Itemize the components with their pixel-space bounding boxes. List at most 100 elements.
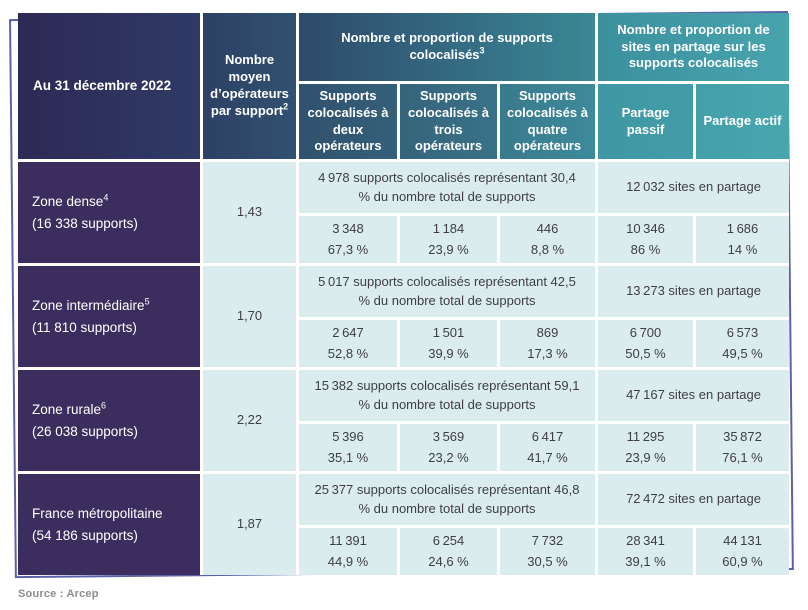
table-cell: 446 8,8 %: [500, 216, 595, 263]
zone-name: Zone intermédiaire5: [32, 296, 150, 313]
group-header-shared-sites: Nombre et proportion de sites en partage…: [598, 13, 789, 81]
table-cell: 44 131 60,9 %: [696, 528, 789, 575]
zone-name: France métropolitaine: [32, 505, 163, 521]
row-header-zone-rurale: Zone rurale6 (26 038 supports): [18, 370, 200, 471]
table-cell: 28 341 39,1 %: [598, 528, 693, 575]
cell-count: 3 348: [332, 221, 364, 237]
table-cell: 10 346 86 %: [598, 216, 693, 263]
cell-percent: 23,9 %: [428, 241, 469, 257]
footnote-ref-3: 3: [479, 45, 485, 56]
cell-count: 2 647: [332, 325, 364, 341]
cell-percent: 14 %: [727, 241, 758, 257]
group-shared-label: Nombre et proportion de sites en partage…: [617, 21, 770, 71]
table-cell: 869 17,3 %: [500, 320, 595, 367]
avg-operators-value: 1,70: [203, 266, 296, 367]
colocated-summary: 25 377 supports colocalisés représentant…: [299, 474, 595, 525]
table-cell: 1 686 14 %: [696, 216, 789, 263]
cell-percent: 50,5 %: [625, 345, 666, 361]
cell-percent: 44,9 %: [327, 553, 369, 569]
col-header-three-operators: Supports colocalisés à trois opérateurs: [400, 84, 497, 159]
cell-percent: 17,3 %: [527, 345, 568, 361]
cell-count: 3 569: [432, 429, 465, 445]
shared-sites-summary: 72 472 sites en partage: [598, 474, 789, 525]
cell-percent: 23,2 %: [428, 449, 469, 465]
cell-percent: 67,3 %: [327, 241, 369, 257]
shared-sites-summary: 12 032 sites en partage: [598, 162, 789, 213]
cell-percent: 8,8 %: [530, 241, 565, 257]
cell-count: 1 686: [726, 221, 759, 237]
cell-count: 6 417: [531, 429, 564, 445]
col-header-active-sharing: Partage actif: [696, 84, 789, 159]
cell-count: 869: [536, 325, 559, 341]
cell-count: 11 295: [626, 429, 665, 445]
cell-count: 1 184: [432, 221, 465, 237]
table-cell: 2 647 52,8 %: [299, 320, 397, 367]
avg-header-label: Nombre moyen d’opérateurs par support2: [210, 52, 289, 118]
table-cell: 3 569 23,2 %: [400, 424, 497, 471]
avg-operators-value: 2,22: [203, 370, 296, 471]
footnote-ref-2: 2: [283, 101, 289, 112]
cell-percent: 41,7 %: [527, 449, 568, 465]
cell-percent: 76,1 %: [722, 449, 763, 465]
cell-count: 446: [536, 221, 559, 237]
colocated-supports-table: Au 31 décembre 2022 Nombre moyen d’opéra…: [18, 13, 789, 575]
table-cell: 1 501 39,9 %: [400, 320, 497, 367]
row-header-france-metropolitaine: France métropolitaine (54 186 supports): [18, 474, 200, 575]
cell-percent: 35,1 %: [327, 449, 369, 465]
colocated-summary: 5 017 supports colocalisés représentant …: [299, 266, 595, 317]
zone-supports-count: (11 810 supports): [32, 319, 137, 335]
table-cell: 35 872 76,1 %: [696, 424, 789, 471]
cell-percent: 49,5 %: [722, 345, 763, 361]
table-cell: 3 348 67,3 %: [299, 216, 397, 263]
cell-count: 44 131: [723, 533, 762, 549]
source-note: Source : Arcep: [18, 588, 99, 600]
footnote-ref-4: 4: [103, 192, 109, 203]
col-header-passive-sharing: Partage passif: [598, 84, 693, 159]
col-header-avg-operators: Nombre moyen d’opérateurs par support2: [203, 13, 296, 159]
avg-operators-value: 1,43: [203, 162, 296, 263]
cell-count: 10 346: [626, 221, 665, 237]
cell-count: 28 341: [626, 533, 665, 549]
table-cell: 6 417 41,7 %: [500, 424, 595, 471]
cell-percent: 23,9 %: [625, 449, 666, 465]
cell-count: 6 700: [629, 325, 662, 341]
zone-supports-count: (16 338 supports): [32, 215, 138, 231]
table-cell: 11 295 23,9 %: [598, 424, 693, 471]
group-header-colocated-supports: Nombre et proportion de supports colocal…: [299, 13, 595, 81]
shared-sites-summary: 13 273 sites en partage: [598, 266, 789, 317]
col-header-four-operators: Supports colocalisés à quatre opérateurs: [500, 84, 595, 159]
cell-percent: 52,8 %: [327, 345, 369, 361]
cell-percent: 24,6 %: [428, 553, 469, 569]
table-cell: 6 573 49,5 %: [696, 320, 789, 367]
table-cell: 5 396 35,1 %: [299, 424, 397, 471]
colocated-summary: 15 382 supports colocalisés représentant…: [299, 370, 595, 421]
table-cell: 1 184 23,9 %: [400, 216, 497, 263]
zone-name: Zone rurale6: [32, 400, 107, 417]
cell-percent: 60,9 %: [722, 553, 763, 569]
zone-supports-count: (26 038 supports): [32, 423, 138, 439]
zone-supports-count: (54 186 supports): [32, 527, 138, 543]
table-cell: 6 700 50,5 %: [598, 320, 693, 367]
cell-percent: 30,5 %: [527, 553, 568, 569]
footnote-ref-6: 6: [101, 400, 107, 411]
shared-sites-summary: 47 167 sites en partage: [598, 370, 789, 421]
table-corner-header: Au 31 décembre 2022: [18, 13, 200, 159]
table-cell: 6 254 24,6 %: [400, 528, 497, 575]
corner-header-label: Au 31 décembre 2022: [33, 78, 172, 94]
row-header-zone-intermediaire: Zone intermédiaire5 (11 810 supports): [18, 266, 200, 367]
cell-percent: 39,9 %: [428, 345, 469, 361]
cell-percent: 86 %: [630, 241, 661, 257]
zone-name: Zone dense4: [32, 192, 109, 209]
cell-percent: 39,1 %: [625, 553, 666, 569]
cell-count: 7 732: [531, 533, 564, 549]
table-cell: 7 732 30,5 %: [500, 528, 595, 575]
cell-count: 1 501: [432, 325, 465, 341]
row-header-zone-dense: Zone dense4 (16 338 supports): [18, 162, 200, 263]
table-cell: 11 391 44,9 %: [299, 528, 397, 575]
cell-count: 6 573: [726, 325, 759, 341]
cell-count: 5 396: [332, 429, 364, 445]
colocated-summary: 4 978 supports colocalisés représentant …: [299, 162, 595, 213]
cell-count: 35 872: [723, 429, 762, 445]
cell-count: 11 391: [329, 533, 367, 549]
avg-operators-value: 1,87: [203, 474, 296, 575]
